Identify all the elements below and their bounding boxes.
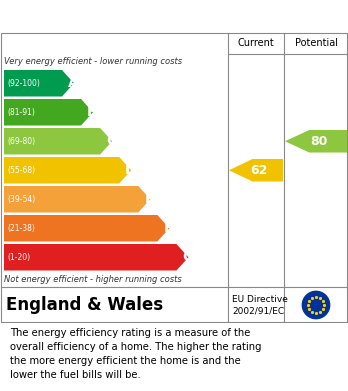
FancyArrow shape [4,70,74,97]
Text: (39-54): (39-54) [7,195,35,204]
FancyArrow shape [4,128,112,154]
Text: EU Directive
2002/91/EC: EU Directive 2002/91/EC [232,294,288,316]
Text: 62: 62 [250,164,268,177]
Text: (92-100): (92-100) [7,79,40,88]
Text: (1-20): (1-20) [7,253,30,262]
Text: Very energy efficient - lower running costs: Very energy efficient - lower running co… [4,57,182,66]
Text: Current: Current [238,38,274,48]
FancyArrow shape [229,159,283,181]
Text: G: G [182,250,193,264]
FancyArrow shape [285,130,347,152]
Text: The energy efficiency rating is a measure of the
overall efficiency of a home. T: The energy efficiency rating is a measur… [10,328,262,380]
Text: (69-80): (69-80) [7,137,35,146]
FancyArrow shape [4,215,169,242]
Circle shape [302,291,330,319]
Text: (55-68): (55-68) [7,166,35,175]
FancyArrow shape [4,186,150,212]
Text: (21-38): (21-38) [7,224,35,233]
Text: A: A [68,76,78,90]
Text: Potential: Potential [294,38,338,48]
Text: B: B [87,105,97,119]
FancyArrow shape [4,157,131,183]
Text: 80: 80 [310,135,328,148]
FancyArrow shape [4,244,188,271]
Text: Energy Efficiency Rating: Energy Efficiency Rating [10,9,220,23]
Text: E: E [144,192,154,206]
FancyArrow shape [4,99,93,126]
Text: (81-91): (81-91) [7,108,35,117]
Text: Not energy efficient - higher running costs: Not energy efficient - higher running co… [4,276,182,285]
Text: C: C [106,134,116,148]
Text: D: D [125,163,136,177]
Text: England & Wales: England & Wales [6,296,163,314]
Text: F: F [164,221,173,235]
